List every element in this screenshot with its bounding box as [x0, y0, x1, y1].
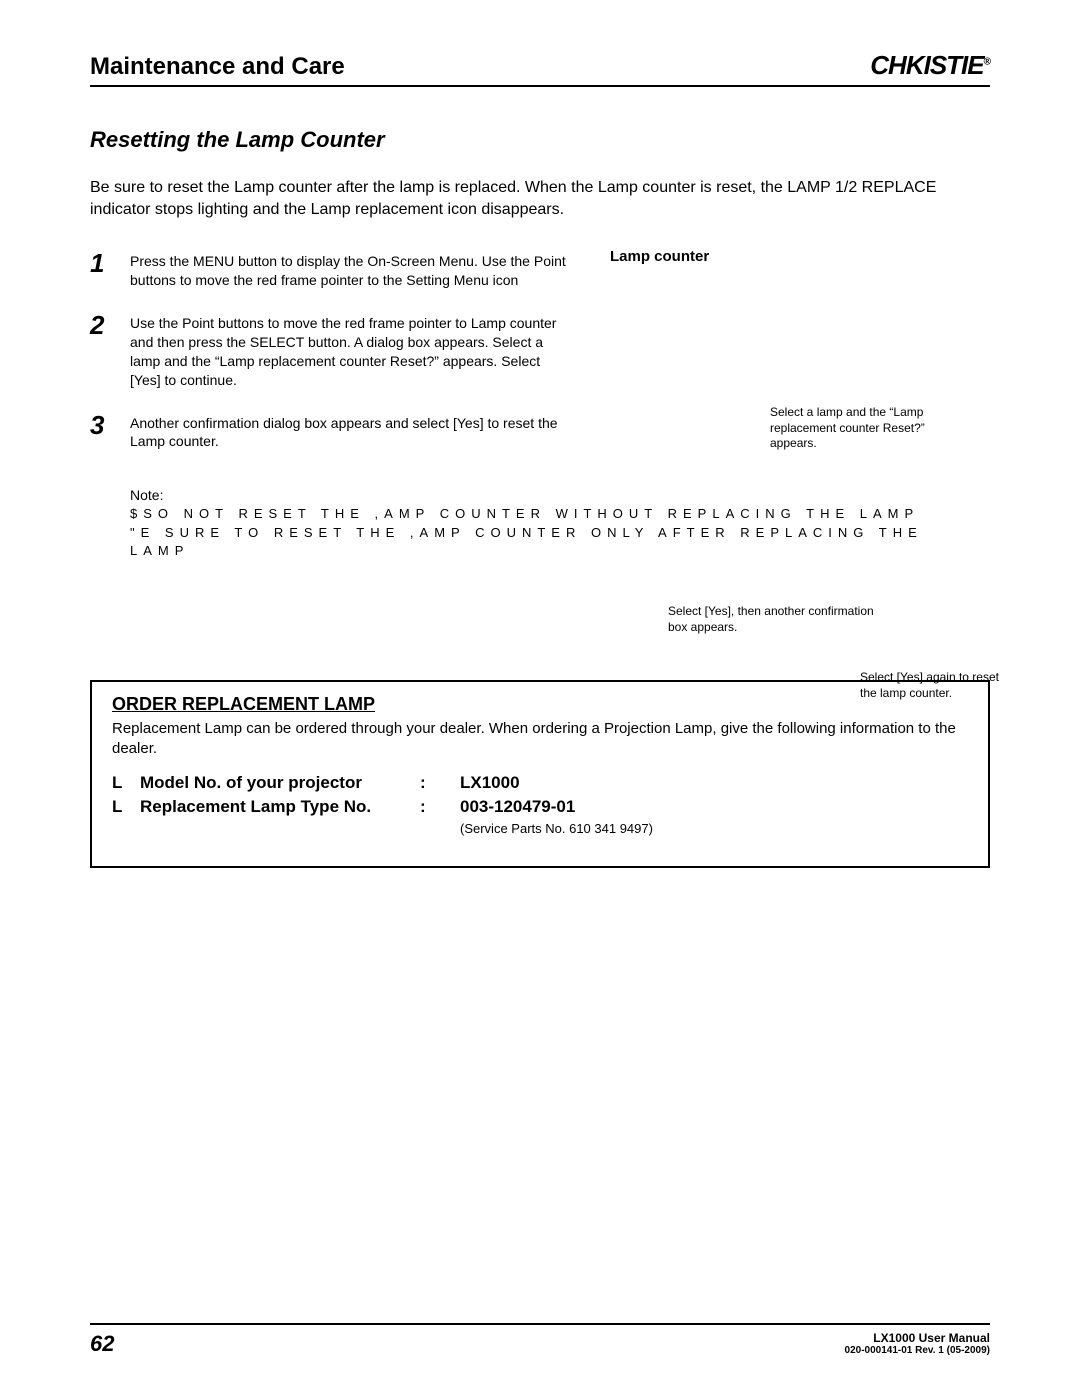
step: 1 Press the MENU button to display the O… [90, 248, 570, 290]
note-line-1: $sO NOT RESET THE ,AMP COUNTER WITHOUT R… [130, 505, 990, 523]
order-row-value: LX1000 [460, 773, 520, 793]
step: 3 Another confirmation dialog box appear… [90, 410, 570, 452]
figure-caption-1: Select a lamp and the “Lamp replacement … [770, 405, 970, 452]
two-column-area: 1 Press the MENU button to display the O… [90, 248, 990, 471]
brand-text: CHKISTIE [870, 50, 983, 80]
note-line-2: "E SURE TO RESET THE ,AMP COUNTER ONLY A… [130, 524, 990, 560]
brand-logo: CHKISTIE® [870, 50, 990, 81]
order-colon: : [420, 773, 460, 793]
step-text: Another confirmation dialog box appears … [130, 410, 570, 452]
step-text: Press the MENU button to display the On-… [130, 248, 570, 290]
order-replacement-box: ORDER REPLACEMENT LAMP Replacement Lamp … [90, 680, 990, 869]
header-row: Maintenance and Care CHKISTIE® [90, 50, 990, 87]
order-bullet: L [112, 773, 140, 793]
step-number: 2 [90, 310, 114, 390]
steps-column: 1 Press the MENU button to display the O… [90, 248, 570, 471]
page: Maintenance and Care CHKISTIE® Resetting… [0, 0, 1080, 1397]
order-bullet: L [112, 797, 140, 817]
order-row-label: Model No. of your projector [140, 773, 420, 793]
manual-title: LX1000 User Manual [845, 1331, 990, 1345]
note-block: Note: $sO NOT RESET THE ,AMP COUNTER WIT… [130, 487, 990, 560]
header-title: Maintenance and Care [90, 53, 345, 81]
step-text: Use the Point buttons to move the red fr… [130, 310, 570, 390]
order-description: Replacement Lamp can be ordered through … [112, 719, 968, 760]
order-row-label: Replacement Lamp Type No. [140, 797, 420, 817]
order-row: L Model No. of your projector : LX1000 [112, 773, 968, 793]
figure-caption-2: Select [Yes], then another confirmation … [668, 604, 888, 635]
footer-right: LX1000 User Manual 020-000141-01 Rev. 1 … [845, 1331, 990, 1356]
step-number: 3 [90, 410, 114, 452]
registered-mark: ® [984, 56, 990, 67]
service-parts-number: (Service Parts No. 610 341 9497) [460, 821, 968, 836]
step: 2 Use the Point buttons to move the red … [90, 310, 570, 390]
section-title: Resetting the Lamp Counter [90, 127, 990, 153]
order-row-value: 003-120479-01 [460, 797, 575, 817]
page-number: 62 [90, 1331, 114, 1357]
document-revision: 020-000141-01 Rev. 1 (05-2009) [845, 1345, 990, 1356]
order-heading: ORDER REPLACEMENT LAMP [112, 694, 968, 715]
figure-column: Lamp counter Select a lamp and the “Lamp… [610, 248, 990, 471]
page-footer: 62 LX1000 User Manual 020-000141-01 Rev.… [90, 1323, 990, 1357]
intro-paragraph: Be sure to reset the Lamp counter after … [90, 177, 990, 220]
figure-label: Lamp counter [610, 248, 990, 265]
note-label: Note: [130, 487, 990, 503]
order-colon: : [420, 797, 460, 817]
figure-caption-3: Select [Yes] again to reset the lamp cou… [860, 670, 1010, 701]
step-number: 1 [90, 248, 114, 290]
order-row: L Replacement Lamp Type No. : 003-120479… [112, 797, 968, 817]
